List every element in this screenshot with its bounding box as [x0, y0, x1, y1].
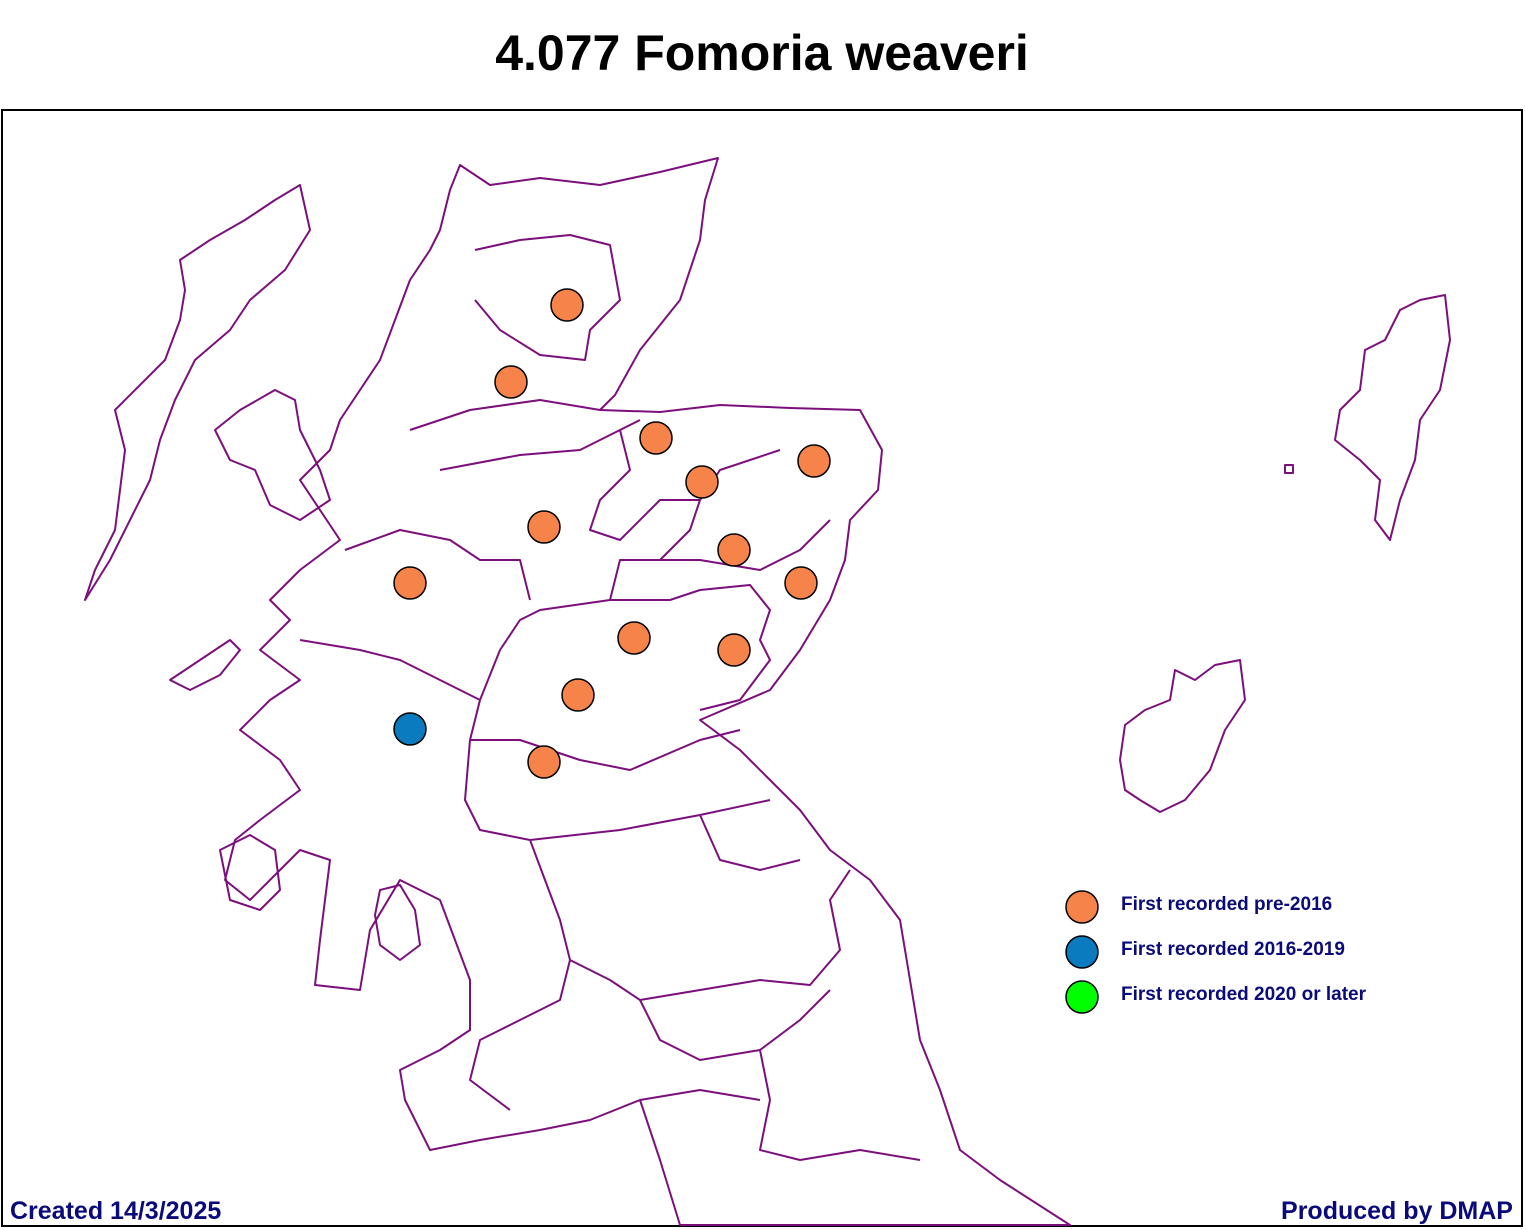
skye	[214, 389, 331, 521]
record-dot	[784, 566, 818, 600]
record-dot	[617, 621, 651, 655]
vice-county-boundaries	[299, 234, 921, 1161]
legend-swatch	[1065, 890, 1099, 924]
record-dot	[797, 444, 831, 478]
record-dot	[717, 533, 751, 567]
coastline	[84, 157, 1451, 1226]
arran	[374, 884, 421, 961]
record-dot	[494, 365, 528, 399]
legend-swatch	[1065, 935, 1099, 969]
map-title: 4.077 Fomoria weaveri	[495, 25, 1029, 81]
record-dot	[561, 678, 595, 712]
fair-isle	[1284, 464, 1294, 474]
record-dot	[685, 465, 719, 499]
record-dot	[527, 510, 561, 544]
orkney	[1119, 659, 1246, 813]
record-dot	[393, 566, 427, 600]
record-dot	[717, 633, 751, 667]
records	[393, 288, 831, 779]
legend: First recorded pre-2016 First recorded 20…	[1065, 890, 1367, 1014]
mull	[169, 639, 241, 691]
producer: Produced by DMAP	[1281, 1197, 1513, 1225]
legend-label: First recorded 2020 or later	[1121, 984, 1367, 1005]
mainland	[224, 157, 1071, 1226]
record-dot	[393, 712, 427, 746]
record-dot	[527, 745, 561, 779]
outer-hebrides	[84, 184, 311, 601]
record-dot	[639, 421, 673, 455]
islay-jura	[219, 834, 281, 911]
legend-label: First recorded 2016-2019	[1121, 939, 1345, 960]
shetland	[1334, 294, 1451, 541]
created-date: Created 14/3/2025	[10, 1197, 221, 1225]
legend-label: First recorded pre-2016	[1121, 894, 1332, 915]
record-dot	[550, 288, 584, 322]
legend-swatch	[1065, 980, 1099, 1014]
boundary	[299, 234, 921, 1161]
